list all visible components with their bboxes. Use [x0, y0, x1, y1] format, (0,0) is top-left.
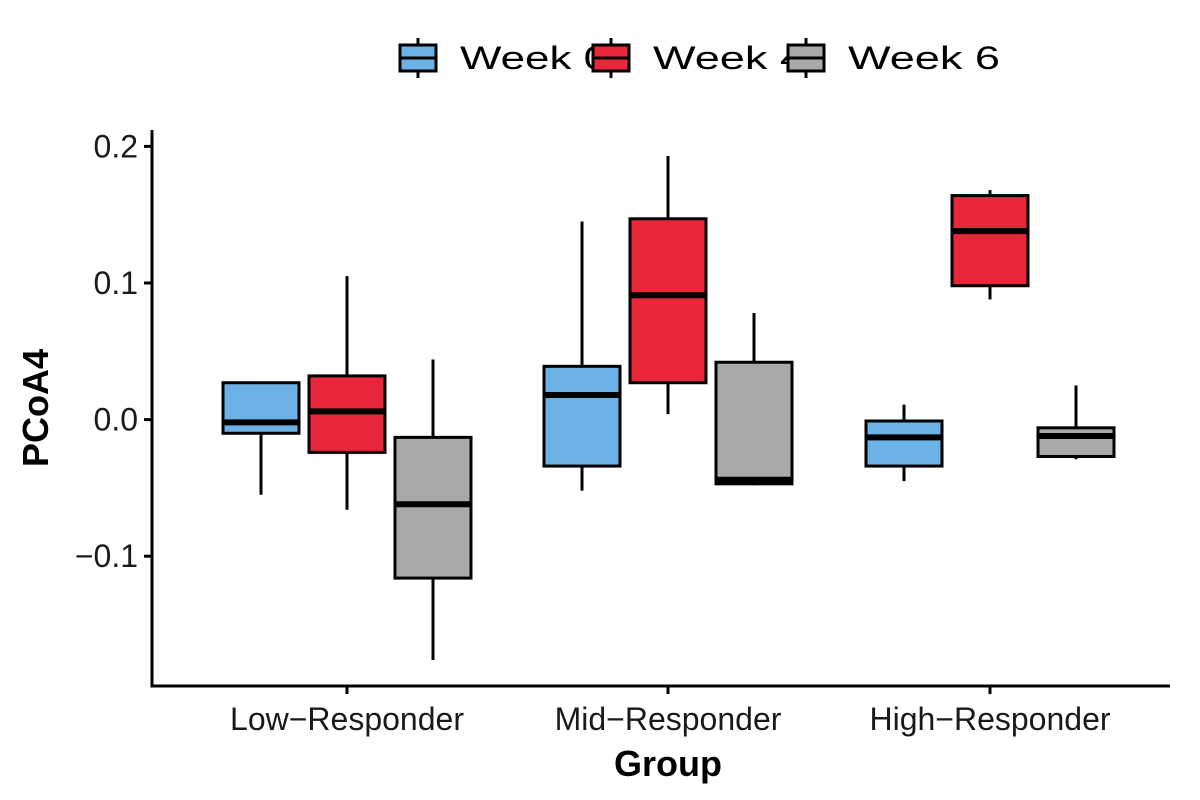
x-axis-title: Group: [614, 743, 722, 784]
x-tick-label-low-responder: Low−Responder: [230, 701, 464, 737]
x-tick-label-high-responder: High−Responder: [869, 701, 1110, 737]
y-tick-label: 0.2: [94, 128, 138, 164]
iqr-box: [714, 360, 794, 486]
box-week-4-high-responder: [950, 190, 1030, 300]
y-tick-label: 0.0: [94, 402, 138, 438]
y-axis-title: PCoA4: [15, 349, 56, 467]
box-week-0-high-responder: [864, 404, 944, 482]
iqr-box: [950, 194, 1030, 288]
y-axis-ticks: −0.1 0.0 0.1 0.2: [75, 128, 152, 574]
y-tick-label: −0.1: [75, 538, 138, 574]
box-week-6-high-responder: [1036, 385, 1116, 460]
legend-item-week-0: Week 0: [398, 38, 608, 78]
iqr-box: [221, 381, 301, 435]
box-week-4-mid-responder: [628, 155, 708, 415]
box-week-6-mid-responder: [714, 313, 794, 486]
x-tick-label-mid-responder: Mid−Responder: [555, 701, 782, 737]
legend: Week 0 Week 4 Week 6: [398, 38, 1000, 78]
legend-label: Week 6: [848, 40, 1000, 76]
x-axis-ticks: Low−Responder Mid−Responder High−Responder: [230, 686, 1111, 737]
plot-area: [221, 155, 1116, 661]
legend-item-week-6: Week 6: [786, 38, 1000, 78]
iqr-box: [393, 435, 473, 580]
legend-key-week-4: [591, 38, 631, 78]
axes: [150, 130, 1170, 688]
iqr-box: [542, 364, 622, 468]
legend-label: Week 0: [460, 40, 608, 76]
legend-label: Week 4: [653, 40, 805, 76]
box-week-4-low-responder: [307, 276, 387, 510]
iqr-box: [1036, 426, 1116, 458]
legend-key-week-6: [786, 38, 826, 78]
box-week-6-low-responder: [393, 359, 473, 661]
box-week-0-mid-responder: [542, 221, 622, 491]
iqr-box: [864, 419, 944, 468]
legend-key-week-0: [398, 38, 438, 78]
legend-item-week-4: Week 4: [591, 38, 805, 78]
box-week-0-low-responder: [221, 381, 301, 495]
iqr-box: [628, 217, 708, 385]
y-tick-label: 0.1: [94, 265, 138, 301]
